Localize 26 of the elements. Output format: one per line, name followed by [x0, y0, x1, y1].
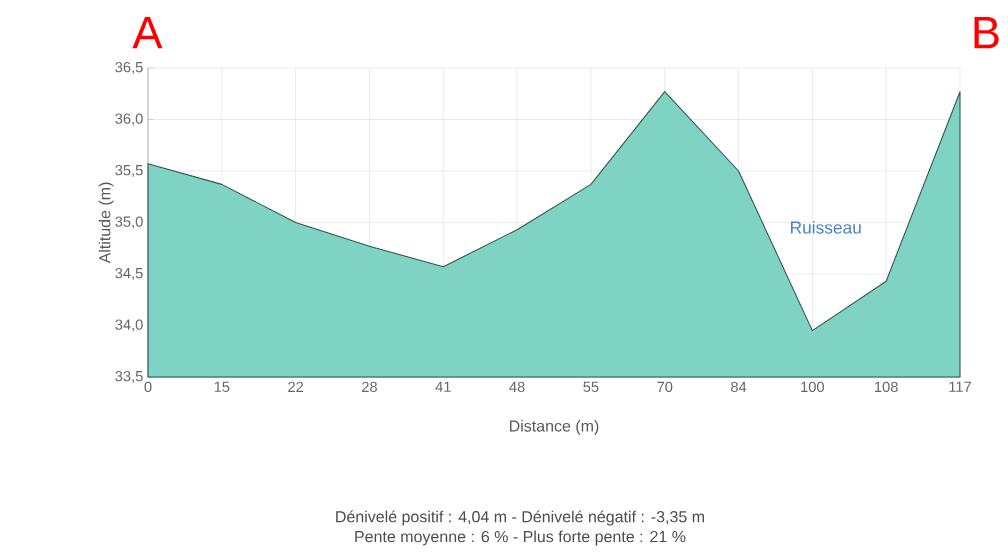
y-axis-title: Altitude (m)	[98, 182, 114, 264]
text: A	[132, 17, 163, 49]
y-tick-label: 35,5	[115, 164, 143, 178]
y-tick-label: 36,0	[115, 113, 143, 126]
x-axis-title: Distance (m)	[509, 419, 599, 435]
x-tick-label: 41	[435, 381, 451, 392]
y-tick-label: 35,0	[115, 216, 143, 229]
x-tick-label: 100	[801, 381, 824, 393]
y-tick-label: 34,5	[115, 267, 143, 281]
x-tick-label: 55	[583, 381, 599, 392]
x-tick-label: 28	[362, 381, 377, 393]
text: Pente moyenne : 6 % - Plus forte pente : 21 %	[355, 530, 686, 546]
x-tick-label: 84	[731, 381, 747, 393]
text: Dénivelé positif : 4,04 m - Dénivelé négatif : -3,35 m	[336, 510, 705, 526]
x-tick-label: 70	[657, 381, 673, 393]
y-tick-label: 36,5	[115, 61, 143, 75]
text: B	[974, 17, 999, 49]
x-tick-label: 117	[949, 381, 971, 392]
x-tick-label: 48	[509, 381, 525, 393]
y-tick-label: 33,5	[115, 370, 143, 384]
annotation: Ruisseau	[791, 220, 861, 234]
x-tick-label: 0	[144, 381, 152, 393]
x-tick-label: 22	[288, 381, 304, 392]
x-tick-label: 15	[214, 381, 230, 392]
x-tick-label: 108	[875, 381, 898, 393]
y-tick-label: 34,0	[115, 319, 143, 332]
